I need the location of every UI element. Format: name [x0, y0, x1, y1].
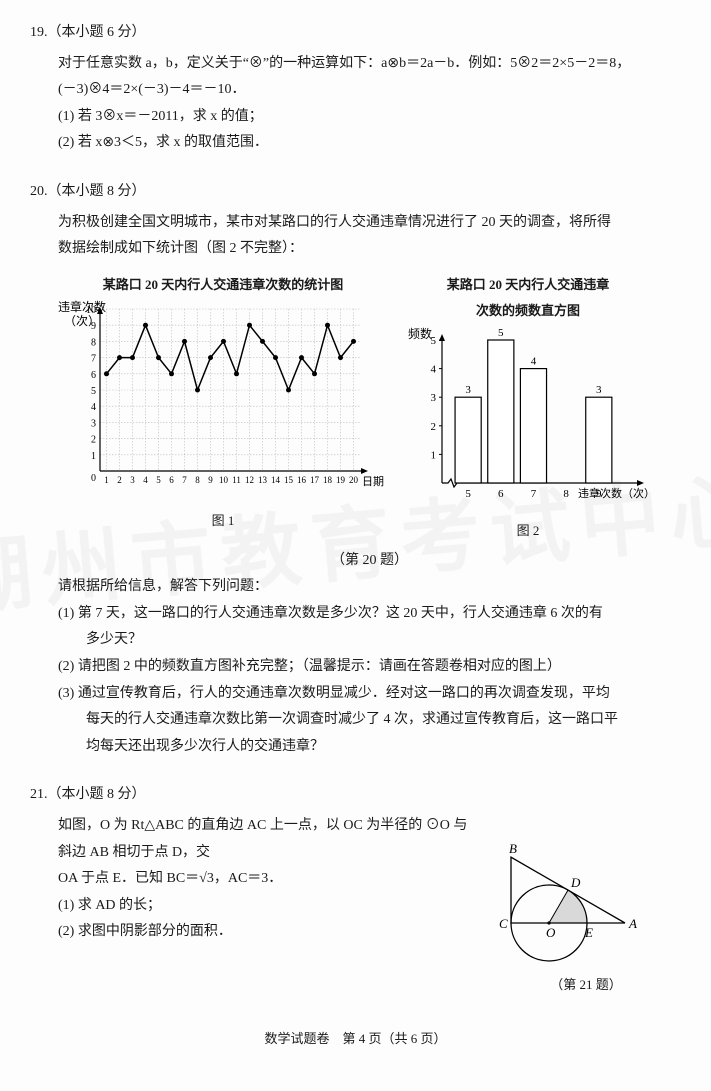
svg-text:3: 3	[465, 384, 471, 396]
svg-text:7: 7	[182, 475, 187, 485]
q20-intro2: 数据绘制成如下统计图（图 2 不完整）：	[58, 236, 681, 263]
q21-header: 21.（本小题 8 分）	[30, 782, 681, 809]
svg-text:2: 2	[431, 421, 437, 433]
svg-text:18: 18	[323, 475, 333, 485]
svg-text:E: E	[584, 925, 593, 940]
svg-text:4: 4	[531, 356, 537, 368]
q21-diagram-block: A C B O E D （第 21 题）	[491, 813, 681, 997]
svg-text:频数: 频数	[408, 326, 432, 341]
svg-text:6: 6	[169, 475, 174, 485]
svg-text:8: 8	[563, 488, 569, 500]
page-content: 19.（本小题 6 分） 对于任意实数 a，b，定义关于“⊗”的一种运算如下：a…	[30, 20, 681, 1052]
chart1-svg: 违章次数（次）123456789101234567891011121314151…	[58, 299, 388, 499]
svg-text:1: 1	[431, 450, 437, 462]
question-21: 21.（本小题 8 分） 如图，O 为 Rt△ABC 的直角边 AC 上一点，以…	[30, 782, 681, 997]
q21-caption: （第 21 题）	[491, 973, 681, 998]
chart2-svg: 频数12345355647839违章次数（次）	[408, 326, 648, 509]
svg-text:6: 6	[91, 370, 96, 381]
chart2-caption: 图 2	[408, 519, 648, 544]
chart1-title: 某路口 20 天内行人交通违章次数的统计图	[58, 273, 388, 298]
svg-text:9: 9	[91, 322, 96, 333]
svg-text:3: 3	[431, 392, 437, 404]
page-footer: 数学试题卷 第 4 页（共 6 页）	[30, 1027, 681, 1052]
svg-text:19: 19	[336, 475, 346, 485]
svg-text:12: 12	[245, 475, 254, 485]
q20-prompt: 请根据所给信息，解答下列问题：	[58, 574, 681, 601]
svg-text:4: 4	[431, 364, 437, 376]
svg-text:13: 13	[258, 475, 268, 485]
svg-text:7: 7	[91, 354, 96, 365]
svg-text:15: 15	[284, 475, 294, 485]
q20-part3a: (3) 通过宣传教育后，行人的交通违章次数明显减少．经对这一路口的再次调查发现，…	[58, 681, 681, 708]
chart1-caption: 图 1	[58, 509, 388, 534]
charts-row: 某路口 20 天内行人交通违章次数的统计图 违章次数（次）12345678910…	[58, 273, 681, 544]
svg-text:3: 3	[91, 419, 96, 430]
svg-text:A: A	[628, 916, 637, 931]
chart2-title2: 次数的频数直方图	[408, 299, 648, 324]
q20-part1b: 多少天？	[58, 627, 681, 654]
svg-text:O: O	[546, 925, 556, 940]
svg-text:3: 3	[596, 384, 602, 396]
svg-text:20: 20	[349, 475, 359, 485]
q21-part1: (1) 求 AD 的长；	[58, 893, 481, 920]
q19-line2: (－3)⊗4＝2×(－3)－4＝－10．	[58, 77, 681, 104]
svg-text:4: 4	[143, 475, 148, 485]
svg-text:4: 4	[91, 403, 96, 414]
q20-part3c: 均每天还出现多少次行人的交通违章？	[58, 734, 681, 761]
q19-part1: (1) 若 3⊗x＝－2011，求 x 的值；	[58, 104, 681, 131]
question-20: 20.（本小题 8 分） 为积极创建全国文明城市，某市对某路口的行人交通违章情况…	[30, 179, 681, 760]
q21-part2: (2) 求图中阴影部分的面积．	[58, 919, 481, 946]
svg-text:2: 2	[91, 435, 96, 446]
q19-line1: 对于任意实数 a，b，定义关于“⊗”的一种运算如下：a⊗b＝2a－b．例如：5⊗…	[58, 51, 681, 78]
svg-text:0: 0	[91, 473, 96, 484]
chart2-block: 某路口 20 天内行人交通违章 次数的频数直方图 频数 1 2 3 4 5 3 5 5 6 4 7 8 3…	[408, 273, 648, 544]
svg-text:D: D	[570, 875, 581, 890]
svg-text:6: 6	[498, 488, 504, 500]
q20-part1a: (1) 第 7 天，这一路口的行人交通违章次数是多少次？这 20 天中，行人交通…	[58, 601, 681, 628]
q21-diagram: A C B O E D	[491, 813, 681, 963]
chart1-block: 某路口 20 天内行人交通违章次数的统计图 违章次数（次）12345678910…	[58, 273, 388, 534]
q20-header: 20.（本小题 8 分）	[30, 179, 681, 206]
svg-text:C: C	[499, 916, 508, 931]
svg-text:7: 7	[531, 488, 537, 500]
q21-line1: 如图，O 为 Rt△ABC 的直角边 AC 上一点，以 OC 为半径的 ⊙O 与…	[58, 813, 481, 866]
chart2-title1: 某路口 20 天内行人交通违章	[408, 273, 648, 298]
svg-text:9: 9	[208, 475, 213, 485]
svg-text:2: 2	[117, 475, 122, 485]
svg-text:5: 5	[465, 488, 471, 500]
q21-line2: OA 于点 E．已知 BC＝√3，AC＝3．	[58, 866, 481, 893]
q20-part3b: 每天的行人交通违章次数比第一次调查时减少了 4 次，求通过宣传教育后，这一路口平	[58, 707, 681, 734]
svg-text:违章次数（次）: 违章次数（次）	[578, 486, 648, 500]
svg-text:11: 11	[232, 475, 241, 485]
q20-intro1: 为积极创建全国文明城市，某市对某路口的行人交通违章情况进行了 20 天的调查，将…	[58, 210, 681, 237]
svg-text:日期: 日期	[362, 475, 384, 488]
svg-text:1: 1	[91, 451, 96, 462]
svg-text:3: 3	[130, 475, 135, 485]
svg-text:5: 5	[431, 335, 437, 347]
q19-part2: (2) 若 x⊗3＜5，求 x 的取值范围．	[58, 130, 681, 157]
svg-text:17: 17	[310, 475, 320, 485]
svg-text:16: 16	[297, 475, 307, 485]
q20-overall-caption: （第 20 题）	[58, 548, 681, 575]
svg-text:10: 10	[86, 305, 96, 316]
svg-text:5: 5	[91, 386, 96, 397]
q19-header: 19.（本小题 6 分）	[30, 20, 681, 47]
svg-text:10: 10	[219, 475, 229, 485]
svg-text:8: 8	[91, 338, 96, 349]
svg-text:5: 5	[498, 327, 504, 339]
svg-text:8: 8	[195, 475, 200, 485]
svg-text:14: 14	[271, 475, 281, 485]
q20-part2: (2) 请把图 2 中的频数直方图补充完整；（温馨提示：请画在答题卷相对应的图上…	[58, 654, 681, 681]
question-19: 19.（本小题 6 分） 对于任意实数 a，b，定义关于“⊗”的一种运算如下：a…	[30, 20, 681, 157]
svg-text:5: 5	[156, 475, 161, 485]
svg-text:1: 1	[104, 475, 109, 485]
svg-text:B: B	[509, 841, 517, 856]
